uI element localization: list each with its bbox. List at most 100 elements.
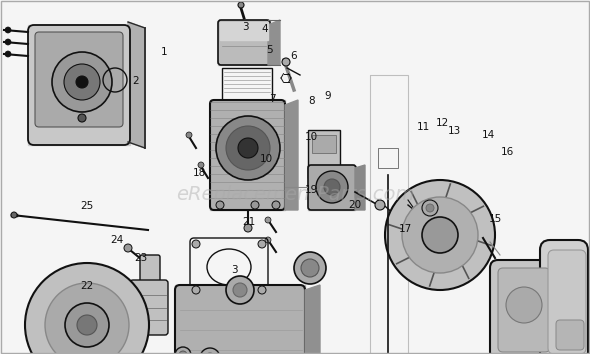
Circle shape <box>216 116 280 180</box>
Bar <box>222 68 272 100</box>
Polygon shape <box>305 285 320 354</box>
Text: 10: 10 <box>260 154 273 164</box>
Polygon shape <box>268 20 280 65</box>
Text: 24: 24 <box>110 235 123 245</box>
Text: 3: 3 <box>242 22 249 32</box>
Circle shape <box>265 217 271 223</box>
Text: 5: 5 <box>266 45 273 55</box>
FancyBboxPatch shape <box>28 25 130 145</box>
FancyBboxPatch shape <box>175 285 305 354</box>
Circle shape <box>52 52 112 112</box>
Text: 7: 7 <box>269 94 276 104</box>
Text: 4: 4 <box>261 24 268 34</box>
Circle shape <box>301 259 319 277</box>
Circle shape <box>175 347 191 354</box>
Circle shape <box>258 240 266 248</box>
Circle shape <box>216 201 224 209</box>
FancyBboxPatch shape <box>490 260 558 354</box>
Circle shape <box>65 303 109 347</box>
Circle shape <box>385 180 495 290</box>
Polygon shape <box>175 285 305 354</box>
Bar <box>370 75 408 354</box>
Circle shape <box>5 27 11 33</box>
Text: 3: 3 <box>231 265 238 275</box>
Circle shape <box>45 283 129 354</box>
Circle shape <box>226 126 270 170</box>
Text: 2: 2 <box>132 76 139 86</box>
Circle shape <box>192 240 200 248</box>
Text: 13: 13 <box>448 126 461 136</box>
Polygon shape <box>128 22 145 148</box>
Circle shape <box>238 138 258 158</box>
Bar <box>308 130 340 178</box>
Circle shape <box>5 39 11 45</box>
Polygon shape <box>355 165 365 210</box>
FancyBboxPatch shape <box>35 32 123 127</box>
Circle shape <box>402 197 478 273</box>
Circle shape <box>192 286 200 294</box>
Circle shape <box>265 237 271 243</box>
Circle shape <box>282 58 290 66</box>
Polygon shape <box>285 100 298 210</box>
Text: 21: 21 <box>242 217 255 227</box>
FancyBboxPatch shape <box>140 255 160 285</box>
Circle shape <box>5 51 11 57</box>
Circle shape <box>77 315 97 335</box>
Text: 12: 12 <box>436 118 449 128</box>
Circle shape <box>76 76 88 88</box>
Circle shape <box>272 201 280 209</box>
FancyBboxPatch shape <box>308 165 356 210</box>
Text: 25: 25 <box>81 201 94 211</box>
Polygon shape <box>308 165 355 210</box>
Circle shape <box>375 200 385 210</box>
Polygon shape <box>28 25 130 145</box>
FancyBboxPatch shape <box>498 268 550 352</box>
Text: eReplacementParts.com: eReplacementParts.com <box>176 185 414 205</box>
Circle shape <box>244 224 252 232</box>
Polygon shape <box>220 22 268 40</box>
Text: 23: 23 <box>134 253 147 263</box>
Text: 16: 16 <box>501 147 514 156</box>
Text: 15: 15 <box>489 214 502 224</box>
Text: 10: 10 <box>304 132 317 142</box>
FancyBboxPatch shape <box>548 250 586 354</box>
Text: 19: 19 <box>305 185 318 195</box>
Polygon shape <box>210 100 285 210</box>
Circle shape <box>422 217 458 253</box>
Circle shape <box>25 263 149 354</box>
Text: 8: 8 <box>308 96 315 106</box>
Circle shape <box>426 204 434 212</box>
Bar <box>312 135 336 153</box>
Circle shape <box>316 171 348 203</box>
Circle shape <box>179 351 187 354</box>
Circle shape <box>64 64 100 100</box>
Circle shape <box>506 287 542 323</box>
Circle shape <box>78 114 86 122</box>
Text: 20: 20 <box>349 200 362 210</box>
FancyBboxPatch shape <box>210 100 285 210</box>
FancyBboxPatch shape <box>540 240 588 354</box>
Circle shape <box>198 162 204 168</box>
Text: 11: 11 <box>417 122 430 132</box>
Circle shape <box>200 348 220 354</box>
Bar <box>378 148 398 168</box>
Text: 22: 22 <box>81 281 94 291</box>
Polygon shape <box>218 20 270 65</box>
Circle shape <box>226 276 254 304</box>
Circle shape <box>422 200 438 216</box>
Text: 17: 17 <box>399 224 412 234</box>
Circle shape <box>205 353 215 354</box>
FancyBboxPatch shape <box>130 280 168 335</box>
Circle shape <box>251 201 259 209</box>
Circle shape <box>294 252 326 284</box>
Text: 14: 14 <box>482 130 495 140</box>
Circle shape <box>258 286 266 294</box>
Circle shape <box>238 2 244 8</box>
Text: 9: 9 <box>324 91 331 101</box>
Text: 18: 18 <box>193 168 206 178</box>
Text: 6: 6 <box>290 51 297 61</box>
Circle shape <box>11 212 17 218</box>
Circle shape <box>324 179 340 195</box>
Text: 1: 1 <box>160 47 168 57</box>
Circle shape <box>124 244 132 252</box>
